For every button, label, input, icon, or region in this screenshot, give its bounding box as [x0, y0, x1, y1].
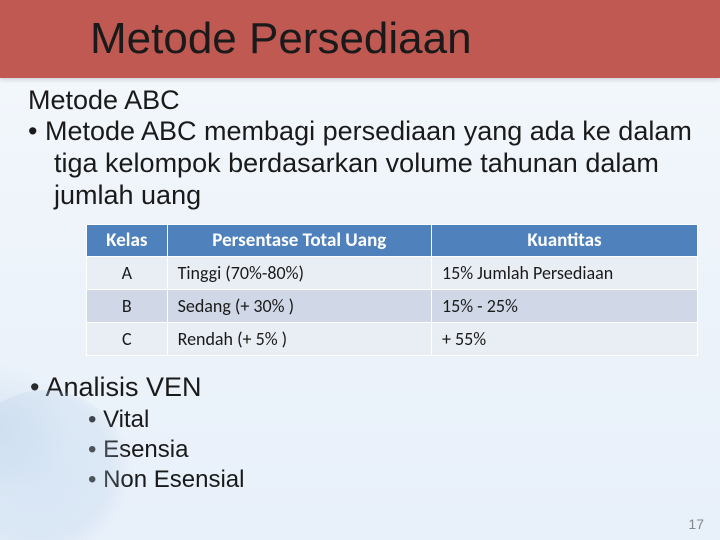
- section-analisis-ven: • Analisis VEN • Vital • Esensia • Non E…: [28, 372, 692, 495]
- content-area: Metode ABC • Metode ABC membagi persedia…: [0, 78, 720, 495]
- bullet-main-2: • Analisis VEN: [28, 372, 692, 403]
- title-bar: Metode Persediaan: [0, 0, 720, 78]
- cell-kelas: C: [87, 322, 168, 355]
- cell-kelas: A: [87, 256, 168, 289]
- table-row: B Sedang (+ 30% ) 15% - 25%: [87, 289, 698, 322]
- table-row: A Tinggi (70%-80%) 15% Jumlah Persediaan: [87, 256, 698, 289]
- th-persentase: Persentase Total Uang: [167, 224, 431, 256]
- page-number: 17: [688, 516, 704, 532]
- slide-title: Metode Persediaan: [90, 14, 472, 64]
- sub-bullet: • Non Esensial: [88, 465, 692, 495]
- table-header-row: Kelas Persentase Total Uang Kuantitas: [87, 224, 698, 256]
- bullet-main-1: • Metode ABC membagi persediaan yang ada…: [28, 116, 692, 212]
- sub-bullet: • Esensia: [88, 435, 692, 465]
- cell-persentase: Tinggi (70%-80%): [167, 256, 431, 289]
- sub-bullet: • Vital: [88, 405, 692, 435]
- cell-kuantitas: 15% - 25%: [431, 289, 697, 322]
- abc-table: Kelas Persentase Total Uang Kuantitas A …: [86, 224, 698, 356]
- cell-persentase: Rendah (+ 5% ): [167, 322, 431, 355]
- sub-bullet-list: • Vital • Esensia • Non Esensial: [28, 405, 692, 495]
- cell-kelas: B: [87, 289, 168, 322]
- cell-persentase: Sedang (+ 30% ): [167, 289, 431, 322]
- th-kuantitas: Kuantitas: [431, 224, 697, 256]
- subtitle: Metode ABC: [28, 84, 692, 116]
- table-row: C Rendah (+ 5% ) + 55%: [87, 322, 698, 355]
- th-kelas: Kelas: [87, 224, 168, 256]
- cell-kuantitas: + 55%: [431, 322, 697, 355]
- cell-kuantitas: 15% Jumlah Persediaan: [431, 256, 697, 289]
